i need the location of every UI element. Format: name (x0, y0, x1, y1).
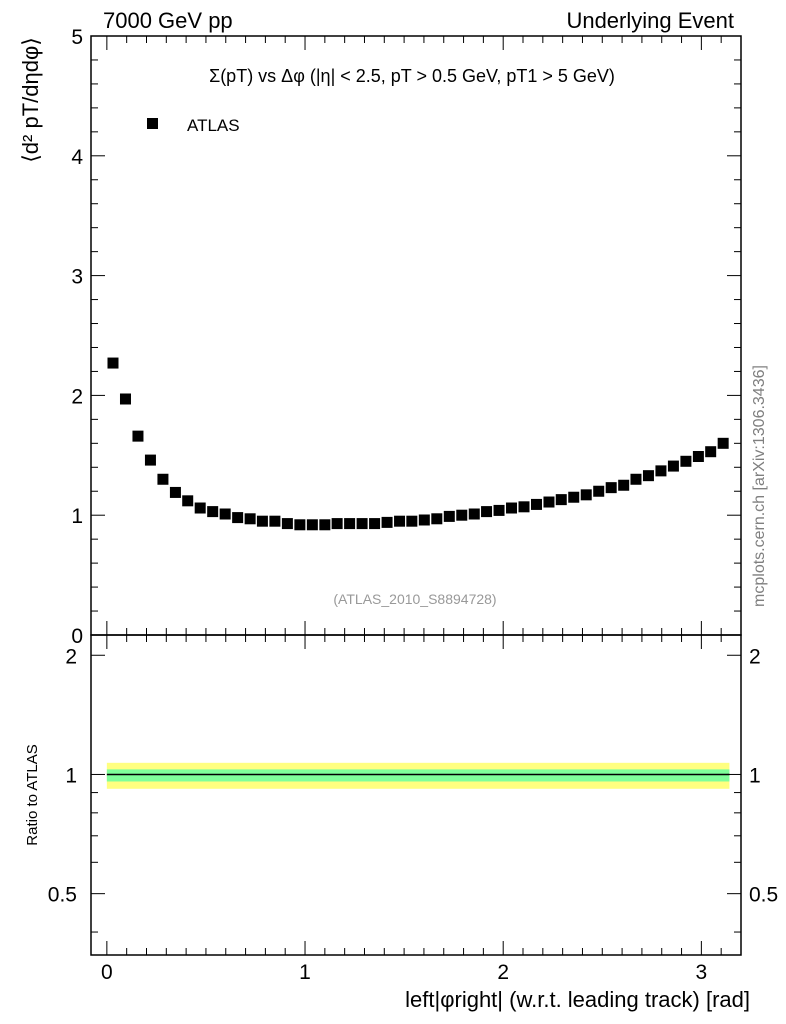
data-point (717, 437, 729, 449)
data-point (705, 446, 717, 458)
x-tick-label: 3 (696, 961, 708, 984)
data-point (107, 357, 119, 369)
data-point (642, 470, 654, 482)
data-point (593, 485, 605, 497)
axis-ticks (91, 35, 741, 955)
data-point (119, 393, 131, 405)
header-left: 7000 GeV pp (103, 8, 233, 33)
data-point (369, 518, 381, 530)
data-point (605, 482, 617, 494)
data-point (157, 473, 169, 485)
data-point (219, 508, 231, 520)
data-point (281, 518, 293, 530)
bottom-y-tick-label-right: 0.5 (749, 884, 778, 907)
data-point (655, 465, 667, 477)
data-point (256, 515, 268, 527)
data-point (431, 513, 443, 525)
data-point (568, 491, 580, 503)
bottom-panel-frame (90, 634, 742, 956)
data-point (194, 502, 206, 514)
bottom-y-tick-label-left: 0.5 (48, 884, 77, 907)
data-point (692, 450, 704, 462)
data-point (667, 460, 679, 472)
data-point (381, 516, 393, 528)
data-point (456, 509, 468, 521)
x-tick-label: 2 (497, 961, 509, 984)
top-y-tick-label: 1 (71, 505, 83, 528)
data-point (630, 473, 642, 485)
data-point (418, 514, 430, 526)
data-point (443, 510, 455, 522)
top-y-tick-label: 4 (71, 146, 83, 169)
data-point (144, 454, 156, 466)
data-point (207, 506, 219, 518)
ratio-bands (106, 762, 730, 789)
data-point (319, 519, 331, 531)
data-point (493, 504, 505, 516)
data-point (406, 515, 418, 527)
data-point (518, 501, 530, 513)
data-point (182, 495, 194, 507)
data-point (294, 519, 306, 531)
bottom-y-tick-label-left: 1 (65, 764, 77, 787)
bottom-y-tick-label-right: 1 (749, 764, 761, 787)
data-point (331, 518, 343, 530)
data-point (543, 496, 555, 508)
data-point (468, 508, 480, 520)
data-point (680, 455, 692, 467)
data-point (481, 506, 493, 518)
x-tick-label: 1 (299, 961, 311, 984)
data-point (506, 502, 518, 514)
data-point (580, 489, 592, 501)
data-point (169, 486, 181, 498)
top-y-tick-label: 0 (71, 625, 83, 648)
top-y-tick-label: 3 (71, 266, 83, 289)
data-point (555, 494, 567, 506)
plot-title: Σ(pT) vs Δφ (|η| < 2.5, pT > 0.5 GeV, pT… (209, 66, 615, 86)
data-point (344, 518, 356, 530)
data-point (269, 515, 281, 527)
data-point (132, 430, 144, 442)
x-axis-label: left|φright| (w.r.t. leading track) [rad… (405, 987, 750, 1012)
legend-marker (147, 118, 158, 129)
x-tick-label: 0 (101, 961, 113, 984)
data-point (306, 519, 318, 531)
bottom-y-tick-label-left: 2 (65, 645, 77, 668)
top-y-tick-label: 2 (71, 385, 83, 408)
data-point (618, 479, 630, 491)
bottom-y-axis-label: Ratio to ATLAS (24, 744, 41, 845)
side-label: mcplots.cern.ch [arXiv:1306.3436] (751, 365, 768, 607)
legend-label: ATLAS (187, 116, 240, 135)
tick-labels: 0 1 2 3 4 5 0 1 2 3 0.5 0.5 1 1 2 2 (48, 26, 778, 984)
top-y-tick-label: 5 (71, 26, 83, 49)
header-right: Underlying Event (566, 8, 734, 33)
data-point (232, 512, 244, 524)
top-y-axis-label: ⟨d² pT/dηdφ⟩ (18, 37, 43, 163)
analysis-label: (ATLAS_2010_S8894728) (333, 591, 496, 607)
data-points (107, 357, 729, 531)
data-point (530, 498, 542, 510)
data-point (244, 513, 256, 525)
bottom-y-tick-label-right: 2 (749, 645, 761, 668)
data-point (394, 515, 406, 527)
ratio-band-inner (106, 769, 730, 782)
data-point (356, 518, 368, 530)
